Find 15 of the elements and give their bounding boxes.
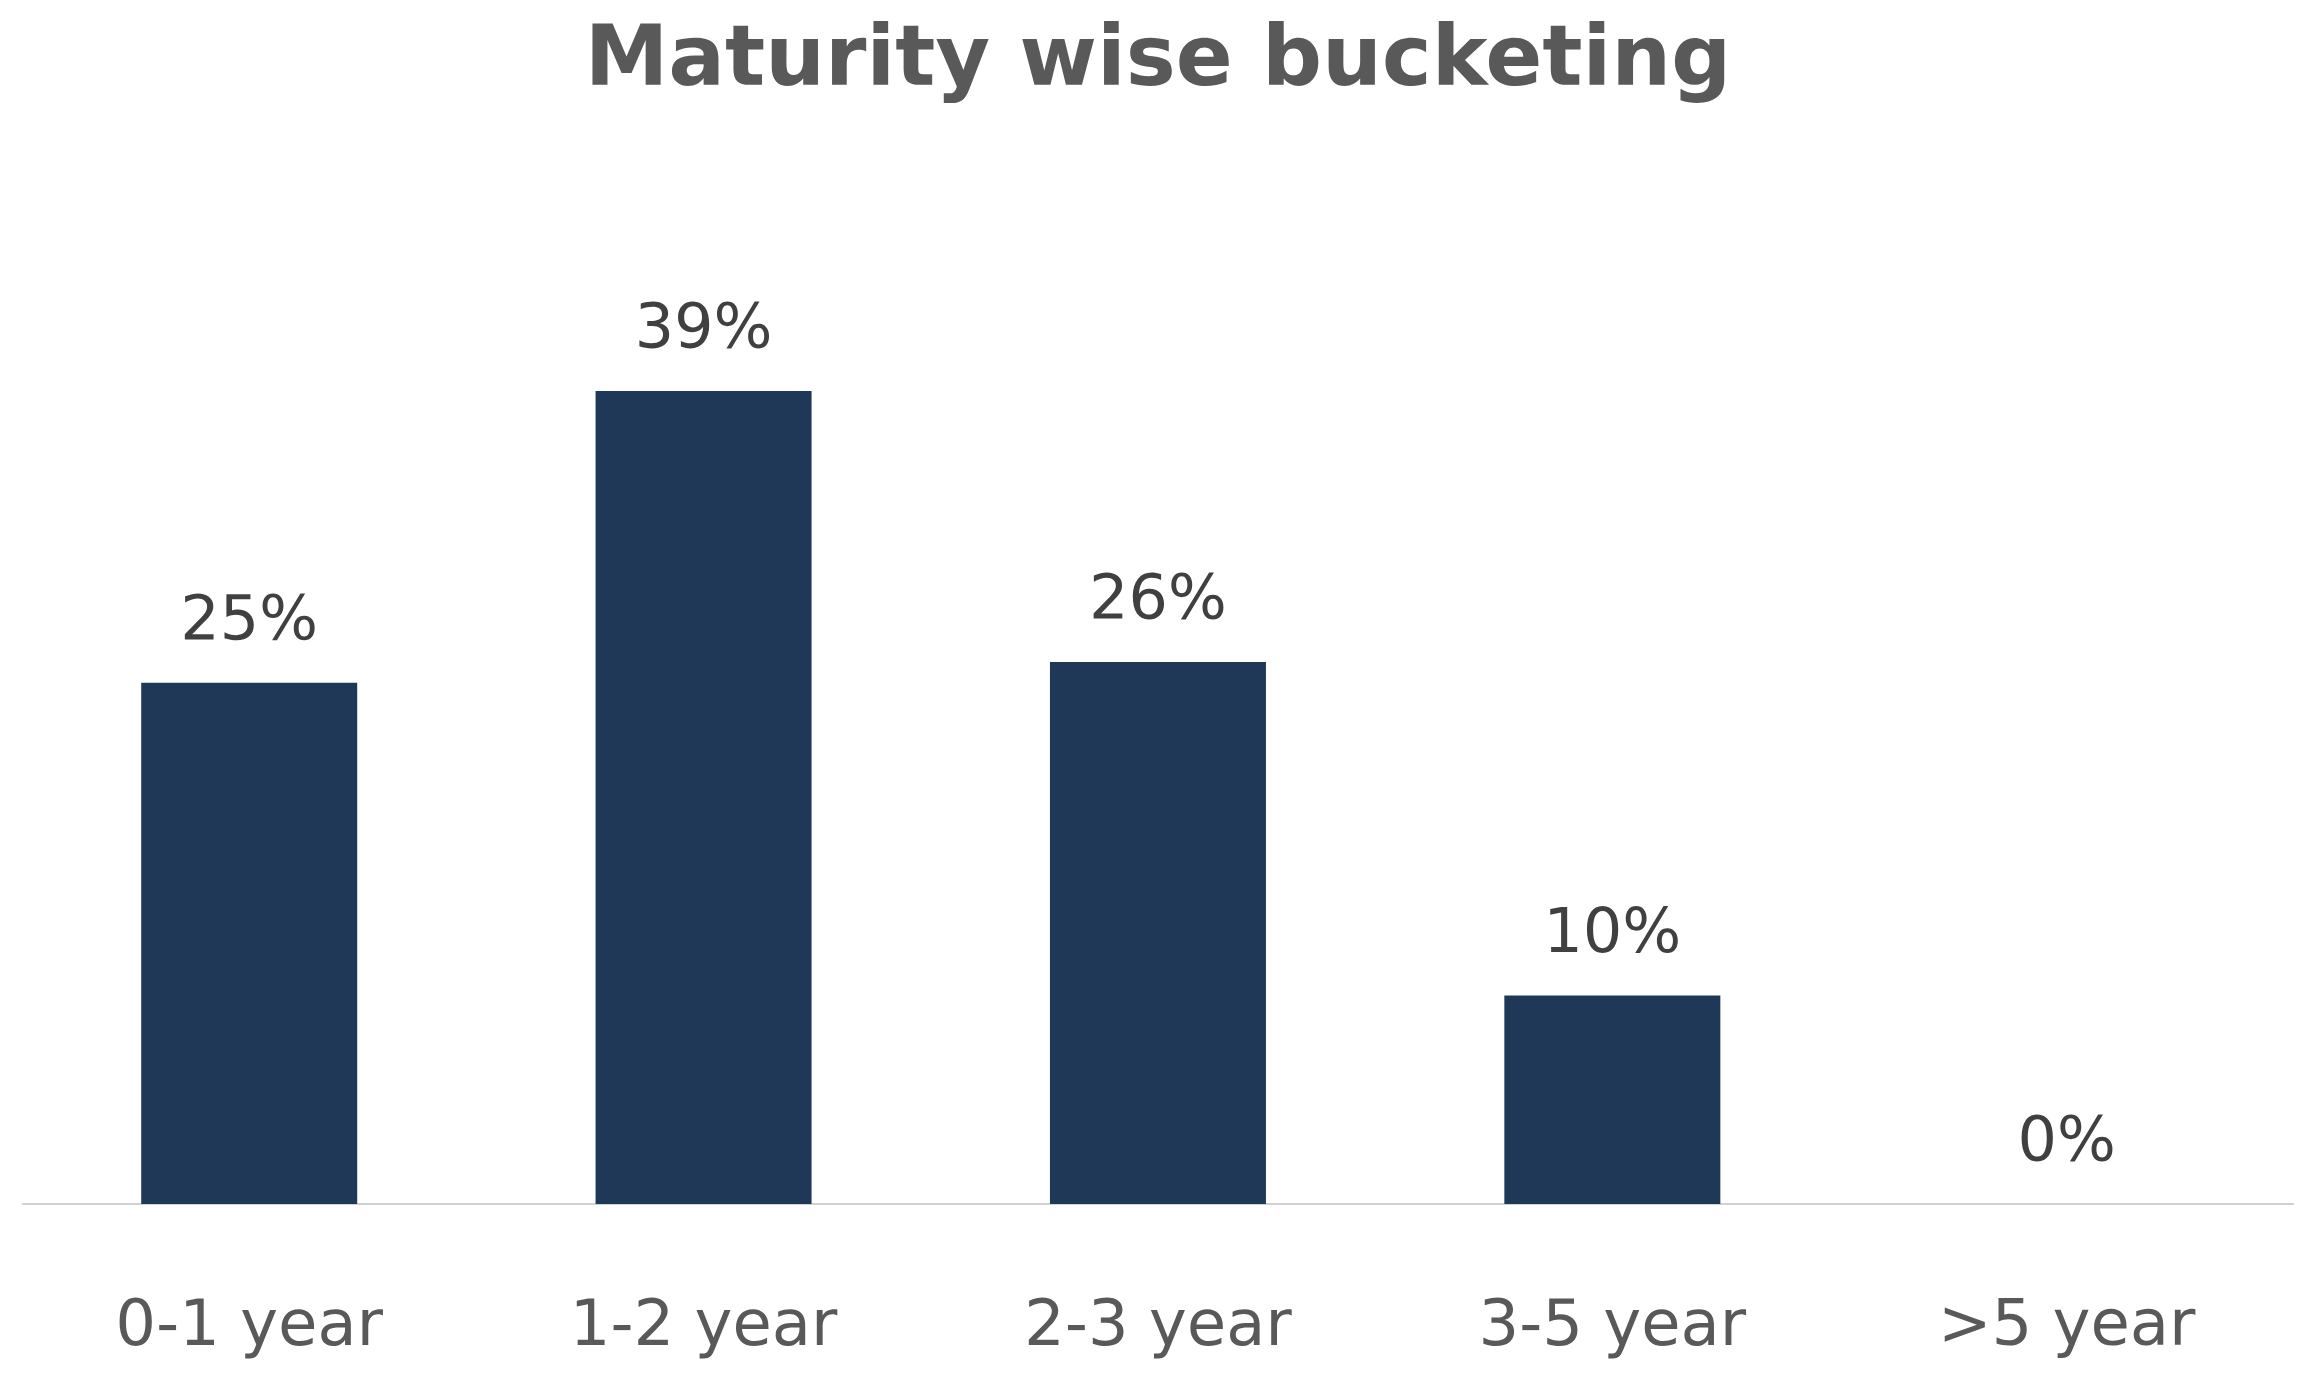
bar [1049, 661, 1266, 1204]
bar [1504, 995, 1721, 1204]
bar [141, 682, 358, 1204]
x-tick-label: 1-2 year [576, 1297, 838, 1359]
x-tick-label: 3-5 year [1483, 1297, 1747, 1359]
data-label: 25% [184, 593, 315, 641]
data-label: 39% [639, 301, 770, 349]
data-label: 10% [1550, 906, 1678, 953]
x-tick-label: 0-1 year [119, 1297, 383, 1359]
data-label: 0% [2021, 1114, 2113, 1162]
x-tick-label: 2-3 year [1028, 1297, 1292, 1359]
chart-title: Maturity wise bucketing [592, 21, 1725, 103]
bar [595, 390, 812, 1204]
x-tick-label: >5 year [1944, 1298, 2196, 1358]
data-label: 26% [1093, 572, 1224, 620]
